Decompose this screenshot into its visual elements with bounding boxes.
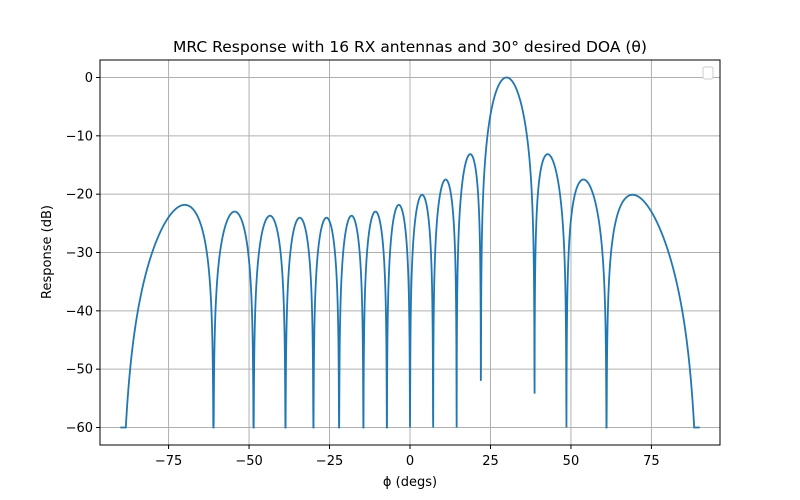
x-tick-label: 50 (563, 454, 580, 469)
x-tick-label: −75 (155, 454, 182, 469)
legend-box (702, 66, 714, 80)
x-tick-label: −50 (235, 454, 262, 469)
x-tick-label: 0 (406, 454, 414, 469)
chart-title: MRC Response with 16 RX antennas and 30°… (173, 38, 647, 56)
y-tick-label: −20 (66, 188, 93, 203)
y-axis-ticks: 0 −10 −20 −30 −40 −50 −60 (66, 71, 100, 436)
x-axis-ticks: −75 −50 −25 0 25 50 75 (155, 445, 660, 469)
y-tick-label: −60 (66, 421, 93, 436)
y-tick-label: −40 (66, 304, 93, 319)
y-tick-label: 0 (85, 71, 93, 86)
x-tick-label: 75 (643, 454, 660, 469)
y-tick-label: −30 (66, 246, 93, 261)
series-line (120, 76, 700, 429)
y-axis-label: Response (dB) (40, 205, 55, 299)
x-tick-label: 25 (482, 454, 499, 469)
x-tick-label: −25 (316, 454, 343, 469)
y-tick-label: −50 (66, 363, 93, 378)
x-axis-label: ϕ (degs) (383, 475, 437, 490)
y-tick-label: −10 (66, 129, 93, 144)
